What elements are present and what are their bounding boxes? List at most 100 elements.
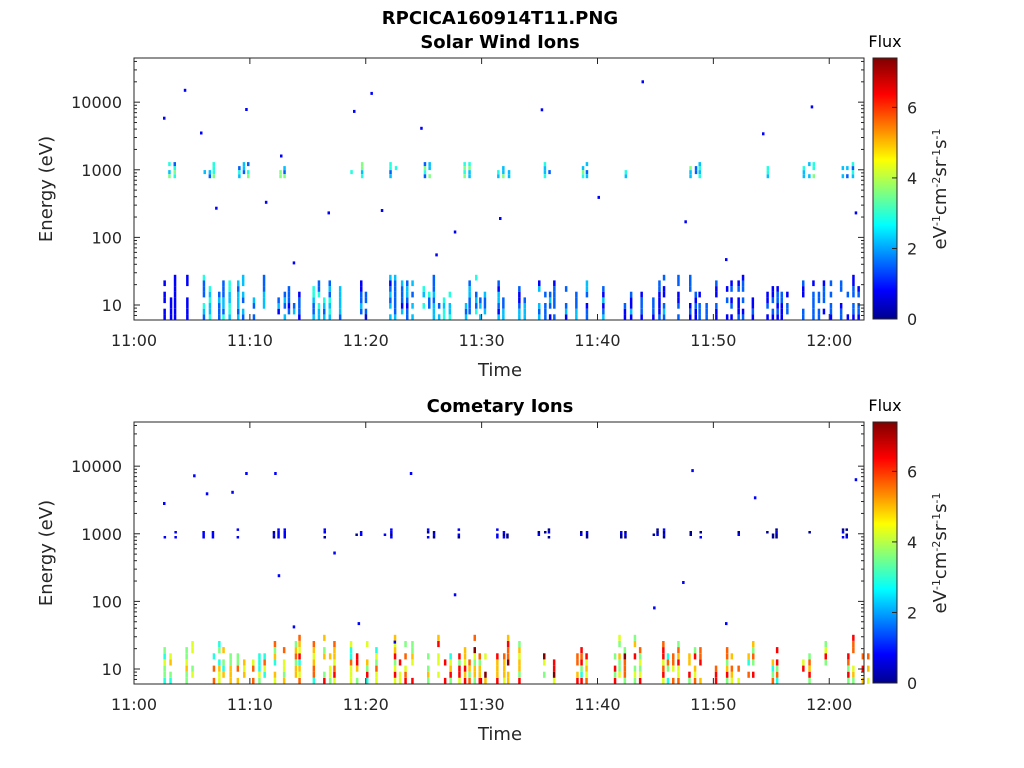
count-dot bbox=[333, 551, 336, 555]
heatmap-cell bbox=[398, 671, 402, 678]
heatmap-cell bbox=[389, 170, 392, 175]
heatmap-cell bbox=[292, 303, 296, 309]
heatmap-cell bbox=[507, 174, 511, 179]
heatmap-cell bbox=[580, 665, 583, 672]
axes-ticks: 11:00 11:10 11:20 11:30 11:40 11:50 12:00 10 100… bbox=[71, 58, 864, 350]
heatmap-cell bbox=[658, 303, 661, 309]
count-dot bbox=[292, 261, 296, 265]
heatmap-cell bbox=[273, 647, 277, 654]
heatmap-cell bbox=[262, 303, 266, 309]
heatmap-cell bbox=[496, 659, 499, 666]
heatmap-cell bbox=[457, 536, 461, 539]
heatmap-cell bbox=[786, 303, 789, 309]
heatmap-cell bbox=[585, 174, 589, 179]
heatmap-cell bbox=[211, 531, 215, 534]
heatmap-cell bbox=[620, 531, 623, 534]
heatmap-cell bbox=[464, 314, 468, 320]
heatmap-cell bbox=[242, 170, 246, 175]
heatmap-cell bbox=[852, 314, 855, 320]
heatmap-cell bbox=[323, 297, 326, 304]
heatmap-cell bbox=[662, 647, 665, 654]
heatmap-cell bbox=[169, 297, 173, 304]
heatmap-cell bbox=[602, 286, 605, 292]
heatmap-cell bbox=[222, 665, 225, 672]
heatmap-cell bbox=[725, 671, 729, 678]
heatmap-cell bbox=[699, 677, 702, 684]
count-dot bbox=[641, 80, 644, 84]
heatmap-cell bbox=[241, 274, 245, 281]
heatmap-cell bbox=[277, 308, 280, 315]
axes-ticks: 11:00 11:10 11:20 11:30 11:40 11:50 12:00 10 100… bbox=[71, 422, 864, 714]
heatmap-cell bbox=[186, 297, 189, 304]
heatmap-cell bbox=[677, 274, 680, 281]
heatmap-cell bbox=[458, 671, 461, 678]
heatmap-cell bbox=[185, 665, 188, 672]
heatmap-cell bbox=[389, 274, 392, 281]
heatmap-cell bbox=[163, 671, 166, 678]
heatmap-cell bbox=[741, 274, 745, 281]
heatmap-cell bbox=[202, 314, 206, 320]
heatmap-cell bbox=[857, 314, 860, 320]
heatmap-cell bbox=[839, 314, 843, 320]
heatmap-cell bbox=[812, 297, 815, 304]
heatmap-cell bbox=[847, 659, 850, 666]
heatmap-cell bbox=[483, 291, 487, 298]
heatmap-cell bbox=[705, 303, 708, 309]
heatmap-cell bbox=[620, 533, 623, 536]
heatmap-cell bbox=[771, 308, 775, 315]
heatmap-cell bbox=[548, 170, 551, 175]
heatmap-cell bbox=[393, 314, 397, 320]
heatmap-cell bbox=[699, 659, 702, 666]
heatmap-cell bbox=[771, 677, 775, 684]
count-dot bbox=[277, 574, 281, 578]
colorbar-tick-label: 6 bbox=[907, 462, 917, 481]
colorbar-tick-label: 6 bbox=[907, 98, 917, 117]
heatmap-cell bbox=[829, 308, 833, 315]
heatmap-cell bbox=[780, 314, 783, 320]
heatmap-cell bbox=[163, 308, 166, 315]
heatmap-cell bbox=[497, 308, 500, 315]
heatmap-cell bbox=[400, 308, 404, 315]
heatmap-cell bbox=[432, 297, 436, 304]
heatmap-cell bbox=[613, 671, 617, 678]
count-dot bbox=[205, 492, 209, 496]
count-dot bbox=[327, 211, 330, 215]
heatmap-cell bbox=[496, 528, 499, 531]
heatmap-cell bbox=[730, 314, 733, 320]
heatmap-cell bbox=[693, 653, 697, 660]
heatmap-cell bbox=[236, 677, 240, 684]
heatmap-cell bbox=[677, 677, 680, 684]
count-dot bbox=[725, 258, 728, 262]
x-tick-label: 11:00 bbox=[111, 331, 157, 350]
heatmap-cell bbox=[218, 641, 221, 648]
heatmap-cell bbox=[547, 531, 551, 534]
heatmap-cell bbox=[448, 308, 452, 315]
heatmap-cell bbox=[312, 647, 316, 654]
heatmap-cell bbox=[677, 297, 680, 304]
heatmap-cell bbox=[298, 641, 301, 648]
count-dot bbox=[810, 105, 814, 109]
count-dot bbox=[725, 622, 728, 626]
heatmap-cell bbox=[282, 659, 286, 666]
heatmap-cell bbox=[252, 303, 256, 309]
heatmap-cell bbox=[725, 659, 729, 666]
y-tick-label: 10000 bbox=[71, 457, 122, 476]
count-dot bbox=[753, 496, 757, 500]
heatmap-cell bbox=[317, 314, 321, 320]
heatmap-cell bbox=[640, 297, 643, 304]
heatmap-cell bbox=[506, 671, 510, 678]
heatmap-cell bbox=[238, 174, 241, 179]
heatmap-cell bbox=[846, 166, 849, 171]
heatmap-cell bbox=[841, 166, 845, 171]
heatmap-cell bbox=[393, 274, 397, 281]
heatmap-cell bbox=[360, 280, 363, 287]
count-dot bbox=[357, 622, 361, 626]
heatmap-cell bbox=[553, 286, 556, 292]
heatmap-cell bbox=[824, 653, 827, 660]
heatmap-cell bbox=[404, 653, 407, 660]
heatmap-cell bbox=[543, 653, 546, 660]
heatmap-cell bbox=[497, 314, 500, 320]
heatmap-cell bbox=[771, 659, 775, 666]
heatmap-cell bbox=[847, 665, 850, 672]
heatmap-cell bbox=[506, 653, 510, 660]
